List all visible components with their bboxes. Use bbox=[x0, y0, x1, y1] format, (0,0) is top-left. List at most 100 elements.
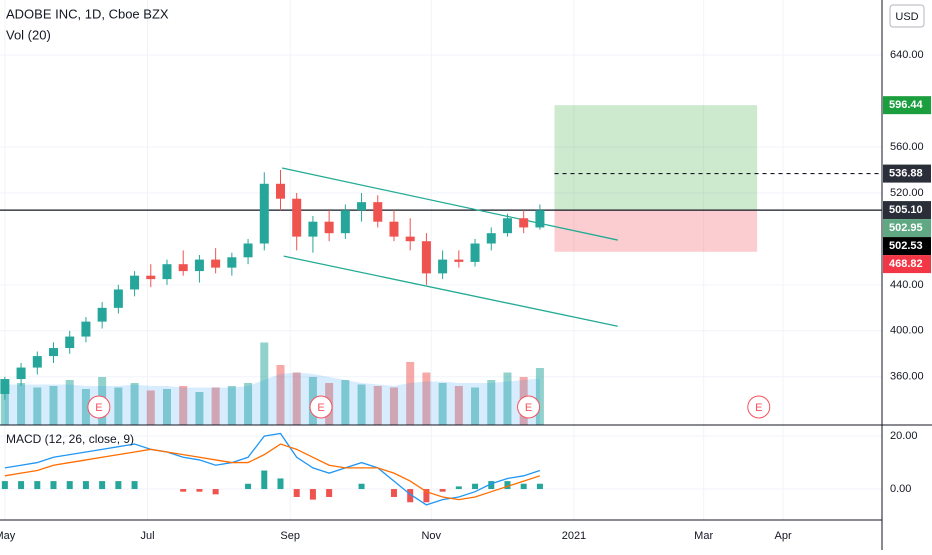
candle-body bbox=[308, 221, 318, 237]
price-tag bbox=[883, 219, 931, 238]
price-tag bbox=[883, 255, 931, 274]
volume-bar bbox=[0, 380, 9, 425]
price-tag-label: 502.95 bbox=[889, 222, 923, 234]
candle-body bbox=[470, 243, 480, 262]
volume-bar bbox=[260, 342, 269, 425]
volume-bar bbox=[227, 386, 236, 425]
price-tag bbox=[883, 201, 931, 220]
volume-bar bbox=[422, 372, 431, 425]
x-tick-label: Apr bbox=[775, 530, 792, 542]
candle-body bbox=[438, 259, 448, 274]
candle-body bbox=[146, 275, 156, 280]
x-tick-label: 2021 bbox=[562, 530, 586, 542]
macd-histogram-bar bbox=[293, 489, 300, 497]
candle-body bbox=[405, 236, 415, 242]
volume-bar bbox=[535, 368, 544, 425]
candle-body bbox=[227, 257, 237, 268]
price-tag-label: 596.44 bbox=[889, 99, 924, 111]
target-zone bbox=[554, 105, 758, 211]
trend-line bbox=[281, 167, 618, 241]
x-tick-label: Nov bbox=[421, 530, 441, 542]
candle-body bbox=[502, 218, 512, 234]
volume-bar bbox=[487, 380, 496, 425]
signal-line bbox=[4, 443, 541, 501]
price-tag bbox=[883, 96, 931, 115]
volume-bar bbox=[211, 387, 220, 425]
macd-histogram-bar bbox=[309, 489, 316, 500]
y-tick-label: 440.00 bbox=[890, 279, 924, 291]
currency-button[interactable] bbox=[889, 4, 925, 28]
price-tag-label: 502.53 bbox=[889, 240, 923, 252]
candle-body bbox=[421, 241, 431, 274]
earnings-marker[interactable] bbox=[517, 395, 541, 419]
earnings-marker[interactable] bbox=[309, 395, 333, 419]
volume-bar bbox=[406, 362, 415, 425]
x-tick-label: May bbox=[0, 530, 16, 542]
volume-bar bbox=[357, 384, 366, 425]
candle-body bbox=[259, 183, 269, 244]
volume-bar bbox=[244, 383, 253, 425]
macd-histogram-bar bbox=[277, 478, 284, 490]
macd-histogram-bar bbox=[261, 470, 268, 490]
candle-body bbox=[324, 221, 334, 234]
y-tick-label: 360.00 bbox=[890, 371, 924, 383]
candle-body bbox=[275, 183, 285, 199]
price-tag-label: 536.88 bbox=[889, 167, 923, 179]
candle-body bbox=[49, 348, 59, 357]
x-tick-label: Mar bbox=[694, 530, 713, 542]
macd-histogram-bar bbox=[455, 486, 462, 490]
candle-body bbox=[194, 259, 204, 272]
macd-histogram-bar bbox=[245, 483, 252, 490]
volume-ma-area bbox=[4, 372, 540, 425]
volume-bar bbox=[49, 386, 58, 425]
candle-body bbox=[16, 367, 26, 380]
earnings-marker[interactable] bbox=[87, 395, 111, 419]
currency-label[interactable]: USD bbox=[895, 11, 918, 23]
macd-histogram-bar bbox=[18, 481, 25, 490]
candle-body bbox=[113, 289, 123, 308]
candle-body bbox=[0, 379, 10, 394]
y-tick-label: 560.00 bbox=[890, 141, 924, 153]
volume-bar bbox=[146, 390, 155, 425]
volume-bar bbox=[130, 383, 139, 425]
volume-title: Vol (20) bbox=[6, 27, 51, 42]
volume-bar bbox=[81, 389, 90, 425]
price-tag bbox=[883, 237, 931, 256]
x-tick-label: Jul bbox=[141, 530, 155, 542]
volume-bar bbox=[503, 372, 512, 425]
candle-body bbox=[130, 275, 140, 290]
volume-bar bbox=[17, 383, 26, 425]
earnings-marker[interactable] bbox=[747, 395, 771, 419]
earnings-label: E bbox=[755, 402, 762, 414]
macd-histogram-bar bbox=[488, 481, 495, 490]
macd-histogram-bar bbox=[390, 489, 397, 497]
x-tick-label: Sep bbox=[280, 530, 300, 542]
macd-histogram-bar bbox=[34, 481, 41, 490]
candle-body bbox=[243, 243, 253, 258]
y-tick-label: 640.00 bbox=[890, 49, 924, 61]
candle-body bbox=[32, 356, 42, 368]
macd-histogram-bar bbox=[131, 481, 138, 490]
volume-bar bbox=[341, 380, 350, 425]
candle-body bbox=[162, 264, 172, 280]
macd-histogram-bar bbox=[50, 481, 57, 490]
candle-body bbox=[292, 198, 302, 237]
macd-histogram-bar bbox=[423, 489, 430, 503]
price-tag-label: 468.82 bbox=[889, 258, 923, 270]
y-tick-label: 520.00 bbox=[890, 187, 924, 199]
y-tick-label: 20.00 bbox=[890, 430, 918, 442]
macd-histogram-bar bbox=[520, 483, 527, 490]
macd-histogram-bar bbox=[82, 481, 89, 490]
candle-body bbox=[340, 210, 350, 234]
y-tick-label: 0.00 bbox=[890, 483, 911, 495]
macd-histogram-bar bbox=[326, 489, 333, 497]
candle-body bbox=[81, 321, 91, 337]
macd-histogram-bar bbox=[439, 489, 446, 492]
macd-histogram-bar bbox=[66, 481, 73, 490]
macd-histogram-bar bbox=[536, 483, 543, 490]
volume-bar bbox=[373, 386, 382, 425]
candle-body bbox=[535, 210, 545, 228]
